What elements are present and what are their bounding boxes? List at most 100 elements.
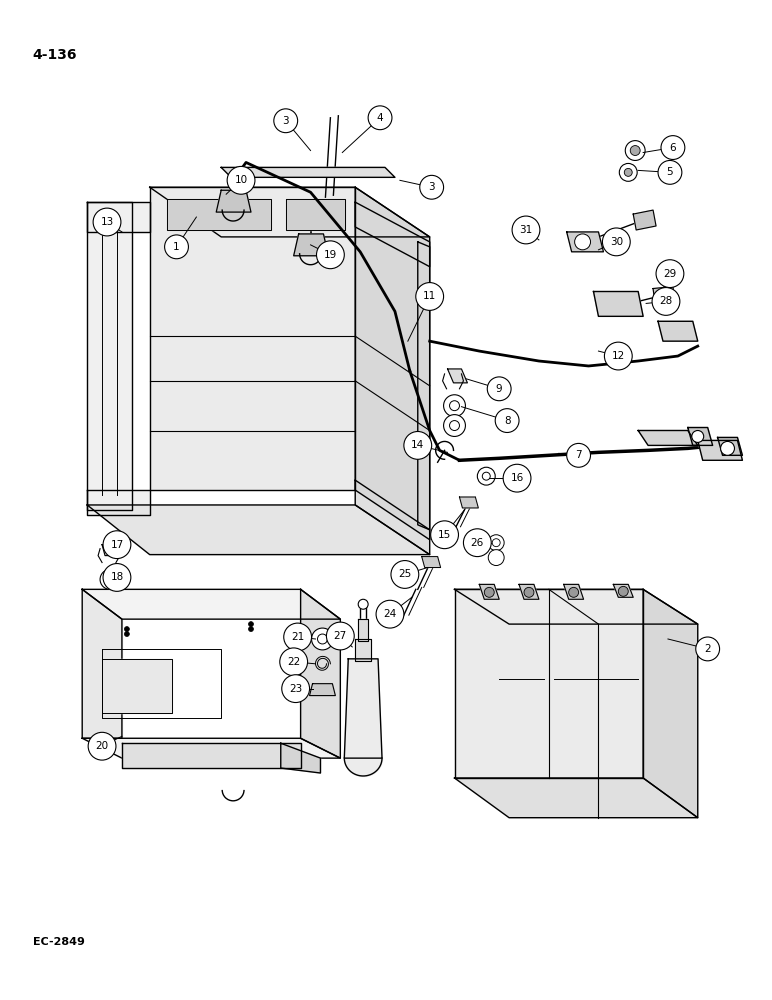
Text: 14: 14 — [411, 440, 425, 450]
Circle shape — [416, 283, 444, 310]
Circle shape — [103, 564, 130, 591]
Circle shape — [569, 587, 578, 597]
Circle shape — [282, 675, 310, 703]
Polygon shape — [448, 369, 467, 383]
Circle shape — [503, 464, 531, 492]
Circle shape — [124, 627, 130, 632]
Polygon shape — [633, 210, 656, 230]
Circle shape — [574, 234, 591, 250]
Circle shape — [487, 377, 511, 401]
Text: 29: 29 — [663, 269, 676, 279]
Circle shape — [391, 561, 418, 588]
Circle shape — [431, 521, 459, 549]
Circle shape — [661, 136, 685, 159]
Polygon shape — [455, 589, 698, 624]
Polygon shape — [87, 490, 150, 515]
Polygon shape — [718, 437, 743, 455]
Polygon shape — [422, 557, 441, 568]
Polygon shape — [455, 778, 698, 818]
Circle shape — [327, 622, 354, 650]
Circle shape — [274, 109, 298, 133]
Circle shape — [227, 166, 255, 194]
Circle shape — [358, 599, 368, 609]
Polygon shape — [355, 639, 371, 661]
Polygon shape — [418, 242, 430, 530]
Circle shape — [312, 628, 334, 650]
Text: 13: 13 — [100, 217, 113, 227]
Polygon shape — [87, 202, 132, 510]
Text: 26: 26 — [471, 538, 484, 548]
Text: 27: 27 — [334, 631, 347, 641]
Circle shape — [495, 409, 519, 432]
Text: 2: 2 — [704, 644, 711, 654]
Polygon shape — [293, 234, 328, 256]
Circle shape — [100, 569, 120, 589]
Circle shape — [404, 431, 432, 459]
Polygon shape — [82, 589, 122, 738]
Text: 5: 5 — [667, 167, 673, 177]
Circle shape — [618, 586, 628, 596]
Text: 30: 30 — [610, 237, 623, 247]
Polygon shape — [102, 659, 171, 713]
Text: 28: 28 — [659, 296, 672, 306]
Text: 3: 3 — [283, 116, 289, 126]
Text: EC-2849: EC-2849 — [32, 937, 84, 947]
Text: 4: 4 — [377, 113, 384, 123]
Polygon shape — [300, 589, 340, 758]
Text: 23: 23 — [289, 684, 303, 694]
Text: 24: 24 — [384, 609, 397, 619]
Circle shape — [696, 637, 720, 661]
Polygon shape — [286, 199, 345, 230]
Text: 12: 12 — [611, 351, 625, 361]
Circle shape — [488, 550, 504, 566]
Circle shape — [630, 146, 640, 155]
Text: 9: 9 — [496, 384, 503, 394]
Text: 19: 19 — [323, 250, 337, 260]
Text: 20: 20 — [96, 741, 109, 751]
Text: 22: 22 — [287, 657, 300, 667]
Circle shape — [444, 395, 466, 417]
Circle shape — [444, 415, 466, 436]
Polygon shape — [87, 505, 430, 555]
Circle shape — [512, 216, 540, 244]
Circle shape — [88, 732, 116, 760]
Polygon shape — [150, 187, 430, 237]
Circle shape — [124, 632, 130, 637]
Circle shape — [625, 141, 645, 160]
Circle shape — [463, 529, 491, 557]
Text: 6: 6 — [669, 143, 676, 153]
Polygon shape — [567, 232, 604, 252]
Polygon shape — [455, 589, 643, 778]
Circle shape — [602, 228, 630, 256]
Circle shape — [656, 260, 684, 288]
Circle shape — [279, 648, 307, 676]
Text: 21: 21 — [291, 632, 304, 642]
Polygon shape — [355, 187, 430, 540]
Polygon shape — [150, 187, 355, 490]
Circle shape — [619, 163, 637, 181]
Polygon shape — [82, 589, 340, 619]
Circle shape — [249, 627, 253, 632]
Circle shape — [692, 431, 704, 442]
Polygon shape — [698, 440, 743, 460]
Circle shape — [249, 622, 253, 627]
Polygon shape — [594, 292, 643, 316]
Polygon shape — [658, 321, 698, 341]
Circle shape — [567, 443, 591, 467]
Text: 3: 3 — [428, 182, 435, 192]
Circle shape — [484, 587, 494, 597]
Polygon shape — [643, 589, 698, 818]
Text: 11: 11 — [423, 291, 436, 301]
Polygon shape — [216, 190, 251, 212]
Circle shape — [164, 235, 188, 259]
Polygon shape — [355, 480, 430, 555]
Text: 1: 1 — [173, 242, 180, 252]
Circle shape — [317, 241, 344, 269]
Circle shape — [625, 168, 632, 176]
Polygon shape — [519, 584, 539, 599]
Polygon shape — [459, 497, 479, 508]
Polygon shape — [355, 202, 430, 267]
Text: 10: 10 — [235, 175, 248, 185]
Circle shape — [658, 160, 682, 184]
Text: 7: 7 — [575, 450, 582, 460]
